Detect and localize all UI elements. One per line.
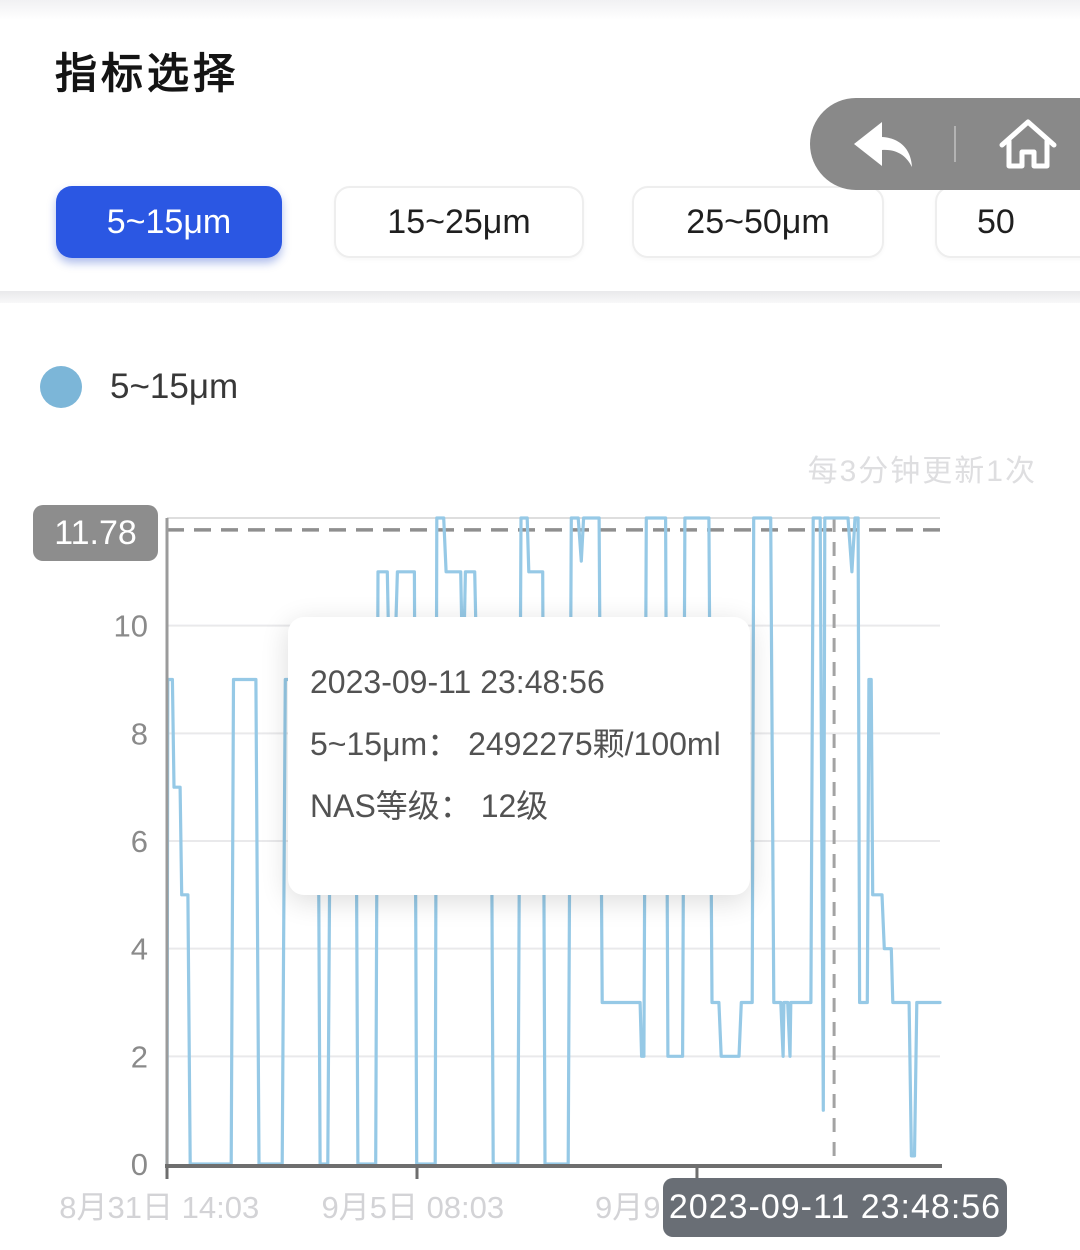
nav-capsule xyxy=(810,98,1080,190)
y-tick-label: 4 xyxy=(131,932,148,967)
update-note: 每3分钟更新1次 xyxy=(807,455,1037,488)
y-tick-label: 10 xyxy=(114,609,148,644)
chart-legend[interactable]: 5~15μm xyxy=(40,366,238,408)
tooltip-value: 5~15μm： 2492275颗/100ml xyxy=(310,726,721,762)
back-button[interactable] xyxy=(810,98,954,190)
capsule-divider xyxy=(954,126,956,162)
tab-25-50um[interactable]: 25~50μm xyxy=(632,186,884,258)
tab-5-15um[interactable]: 5~15μm xyxy=(56,186,282,258)
y-tick-label: 2 xyxy=(131,1039,148,1074)
y-tick-label: 8 xyxy=(131,716,148,751)
y-tick-label: 0 xyxy=(131,1147,148,1182)
cursor-time-badge: 2023-09-11 23:48:56 xyxy=(663,1178,1007,1237)
top-fade-strip xyxy=(0,0,1080,20)
home-icon xyxy=(999,119,1057,169)
back-arrow-icon xyxy=(854,122,912,167)
tab-15-25um[interactable]: 15~25μm xyxy=(334,186,584,258)
section-divider xyxy=(0,291,1080,303)
home-button[interactable] xyxy=(956,98,1080,190)
page-title: 指标选择 xyxy=(55,50,240,97)
max-value-badge: 11.78 xyxy=(33,505,158,561)
x-tick-label: 9月5日 08:03 xyxy=(321,1190,504,1225)
y-tick-label: 6 xyxy=(131,824,148,859)
legend-label: 5~15μm xyxy=(110,367,239,406)
x-tick-label: 9月9 xyxy=(595,1190,660,1225)
tab-50um[interactable]: 50 xyxy=(935,186,1080,258)
tooltip-nas-grade: NAS等级： 12级 xyxy=(310,788,549,824)
x-tick-label: 8月31日 14:03 xyxy=(59,1190,259,1225)
chart-tooltip: 2023-09-11 23:48:56 5~15μm： 2492275颗/100… xyxy=(288,617,750,895)
legend-dot-icon xyxy=(40,366,82,408)
tooltip-timestamp: 2023-09-11 23:48:56 xyxy=(310,664,605,700)
